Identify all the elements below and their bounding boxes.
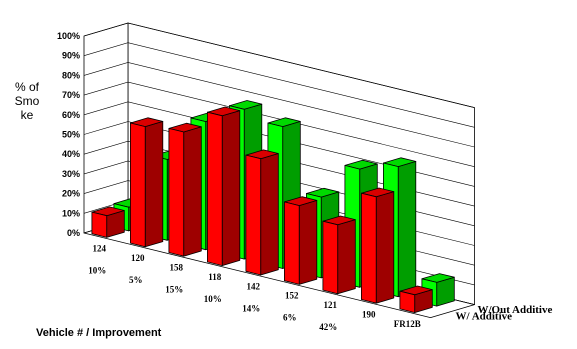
improvement-label: 42% xyxy=(319,322,337,332)
bar-w-additive-side xyxy=(375,191,395,304)
improvement-label: 14% xyxy=(242,303,260,313)
improvement-label: 5% xyxy=(129,275,143,285)
y-tick-label: 10% xyxy=(62,208,80,218)
improvement-label: 10% xyxy=(88,266,106,276)
x-tick-label: 124 xyxy=(93,244,107,254)
x-axis-title: Vehicle # / Improvement xyxy=(36,327,162,339)
gridline xyxy=(83,101,475,187)
bar-w-additive xyxy=(168,127,185,257)
x-tick-label: 152 xyxy=(285,291,299,301)
x-tick-label: 158 xyxy=(170,263,184,273)
bar-w-additive xyxy=(129,122,146,248)
y-tick-label: 40% xyxy=(62,149,80,159)
improvement-label: 10% xyxy=(204,294,222,304)
y-tick-label: 0% xyxy=(67,228,80,238)
y-tick-label: 60% xyxy=(62,110,80,120)
bar-w-additive xyxy=(245,154,262,276)
series-label: W/ Additive xyxy=(456,310,513,322)
y-tick-label: 90% xyxy=(62,51,80,61)
y-tick-label: 70% xyxy=(62,90,80,100)
gridline xyxy=(83,42,475,128)
x-tick-label: 142 xyxy=(247,281,261,291)
x-tick-label: 121 xyxy=(324,300,338,310)
bar-w-additive-side xyxy=(221,110,241,267)
gridline xyxy=(83,22,475,108)
gridline xyxy=(83,81,475,167)
bar-w-additive-side xyxy=(260,153,279,276)
y-tick-label: 80% xyxy=(62,70,80,80)
series-label: W/Out Additive xyxy=(478,304,553,316)
bar-w-additive xyxy=(360,192,377,304)
bar-w-out-additive-side xyxy=(397,160,417,298)
bar-w-additive xyxy=(322,220,339,295)
improvement-label: 15% xyxy=(165,285,183,295)
bar-w-additive-side xyxy=(183,126,202,257)
bar-w-additive-side xyxy=(144,121,164,248)
x-tick-label: 120 xyxy=(131,253,145,263)
gridline xyxy=(83,62,475,148)
y-tick-label: 50% xyxy=(62,130,80,140)
bar-w-additive xyxy=(399,290,416,314)
bar-w-additive xyxy=(283,201,300,285)
x-tick-label: 190 xyxy=(362,310,376,320)
y-axis-title: % of Smoke xyxy=(14,80,40,122)
x-tick-label: 118 xyxy=(208,272,222,282)
improvement-label: 6% xyxy=(283,313,297,323)
bar-w-additive xyxy=(206,111,223,267)
y-tick-label: 20% xyxy=(62,189,80,199)
x-tick-label: FR12B xyxy=(394,319,421,329)
y-tick-label: 100% xyxy=(57,31,80,41)
bar-w-additive xyxy=(91,211,108,238)
bar-w-additive-side xyxy=(337,219,356,295)
y-tick-label: 30% xyxy=(62,169,80,179)
bar-w-additive-side xyxy=(298,199,318,285)
